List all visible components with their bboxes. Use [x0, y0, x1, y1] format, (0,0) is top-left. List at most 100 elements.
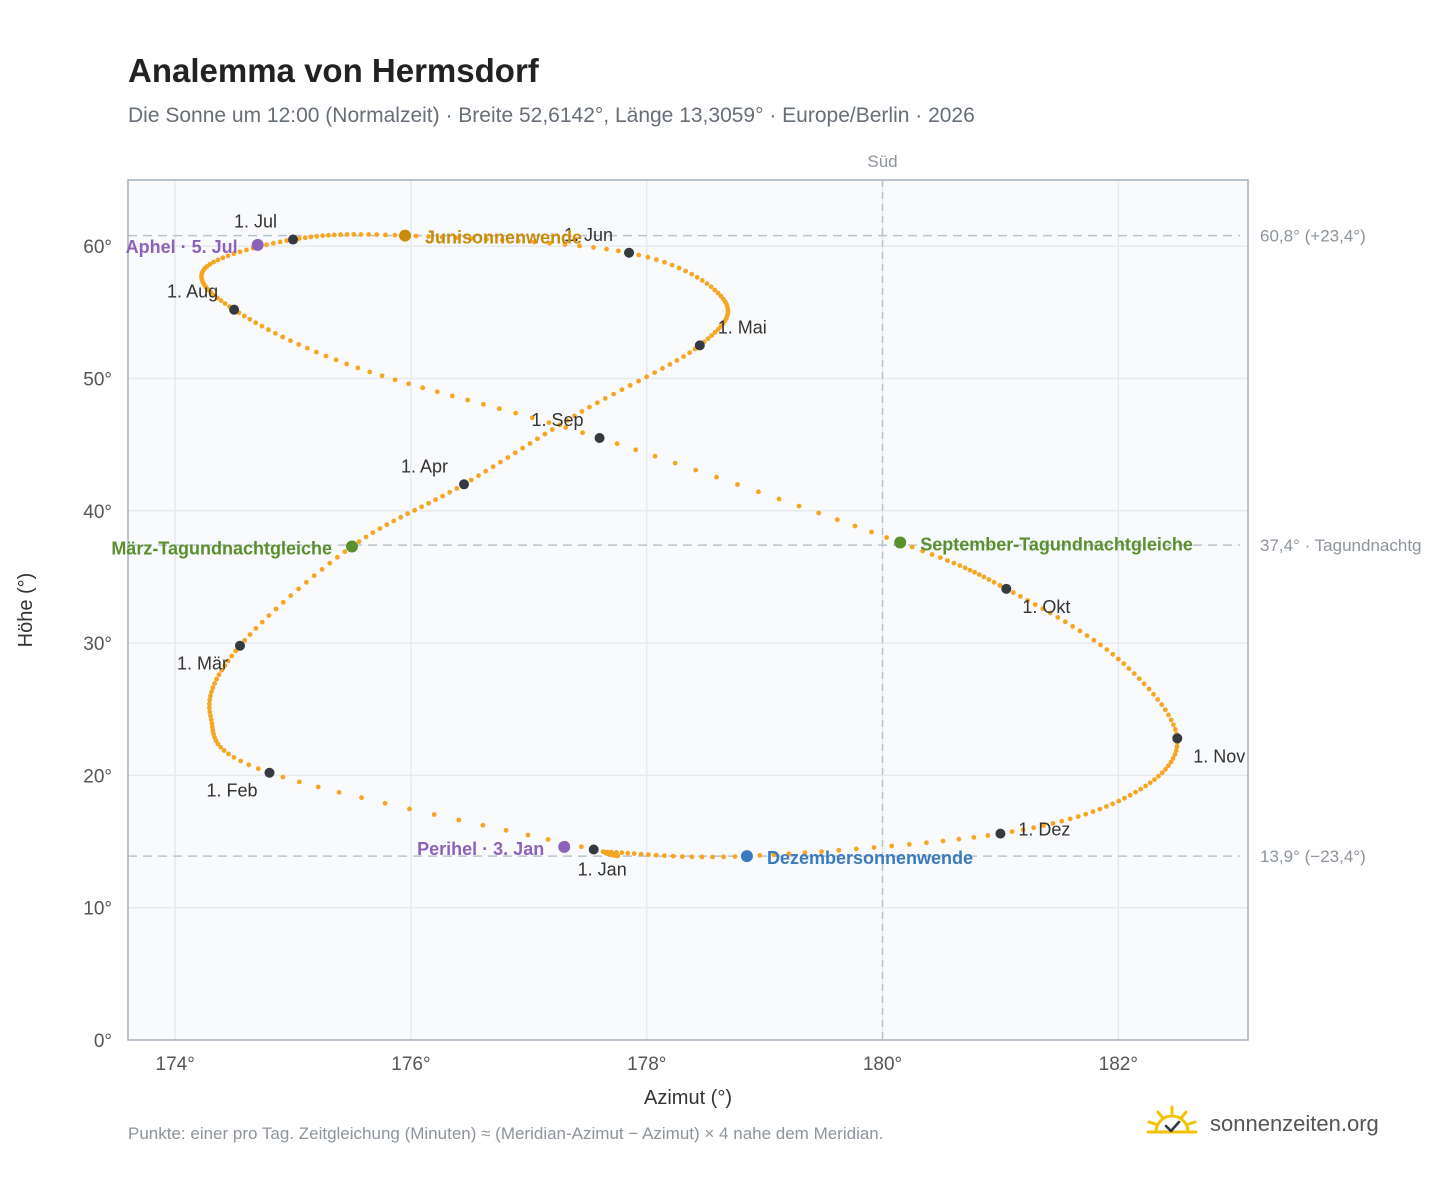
daily-sun-position	[616, 248, 621, 254]
daily-sun-position	[214, 295, 220, 301]
daily-sun-position	[242, 637, 248, 643]
daily-sun-position	[498, 459, 503, 465]
daily-sun-position	[557, 422, 563, 428]
daily-sun-position	[253, 320, 259, 326]
month-label: 1. Dez	[1018, 820, 1070, 840]
daily-sun-position	[304, 579, 309, 585]
daily-sun-position	[212, 681, 218, 686]
daily-sun-position	[233, 648, 239, 654]
event-label: Perihel · 3. Jan	[417, 839, 544, 859]
daily-sun-position	[384, 522, 390, 528]
daily-sun-position	[652, 453, 658, 459]
reference-label: 60,8° (+23,4°)	[1260, 227, 1366, 246]
month-label: 1. Sep	[532, 410, 584, 430]
daily-sun-position	[600, 849, 606, 855]
daily-sun-position	[627, 383, 633, 388]
daily-sun-position	[962, 565, 968, 571]
daily-sun-position	[646, 852, 651, 858]
month-marker	[459, 479, 469, 490]
daily-sun-position	[587, 404, 592, 410]
y-tick-label: 60°	[83, 237, 112, 258]
daily-sun-position	[207, 709, 213, 715]
daily-sun-position	[771, 852, 777, 858]
sun-check-icon	[1146, 1105, 1198, 1134]
daily-sun-position	[1138, 786, 1144, 792]
daily-sun-position	[1062, 619, 1068, 625]
daily-sun-position	[344, 232, 350, 237]
daily-sun-position	[636, 252, 642, 258]
daily-sun-position	[757, 853, 763, 858]
brand[interactable]: sonnenzeiten.org	[1144, 1104, 1379, 1144]
daily-sun-position	[924, 840, 929, 846]
month-label: 1. Aug	[167, 282, 218, 302]
daily-sun-position	[672, 460, 678, 466]
daily-sun-position	[871, 845, 877, 850]
daily-sun-position	[319, 567, 325, 572]
month-marker	[995, 828, 1006, 839]
daily-sun-position	[1104, 647, 1110, 652]
daily-sun-position	[636, 378, 641, 384]
daily-sun-position	[208, 693, 213, 699]
daily-sun-position	[229, 653, 235, 659]
daily-sun-position	[505, 455, 511, 460]
daily-sun-position	[209, 721, 215, 726]
month-label: 1. Nov	[1193, 746, 1245, 766]
daily-sun-position	[699, 278, 705, 283]
daily-sun-position	[434, 389, 440, 395]
daily-sun-position	[579, 409, 585, 414]
daily-sun-position	[264, 242, 269, 248]
daily-sun-position	[420, 385, 426, 391]
daily-sun-position	[273, 330, 278, 336]
event-marker	[399, 229, 412, 242]
daily-sun-position	[231, 251, 237, 257]
daily-sun-position	[956, 836, 962, 842]
daily-sun-position	[834, 517, 840, 523]
daily-sun-position	[327, 560, 333, 566]
daily-sun-position	[1133, 789, 1138, 795]
daily-sun-position	[1168, 759, 1174, 765]
daily-sun-position	[398, 514, 404, 520]
daily-sun-position	[604, 246, 609, 252]
daily-sun-position	[836, 847, 842, 853]
daily-sun-position	[972, 569, 977, 575]
daily-sun-position	[1170, 756, 1176, 761]
daily-sun-position	[1059, 818, 1065, 824]
daily-sun-position	[1122, 795, 1127, 801]
daily-sun-position	[280, 774, 286, 780]
daily-sun-position	[218, 298, 224, 304]
daily-sun-position	[237, 249, 243, 255]
daily-sun-position	[391, 518, 397, 524]
daily-sun-position	[1136, 676, 1142, 682]
daily-sun-position	[909, 544, 915, 550]
daily-sun-position	[207, 701, 212, 707]
daily-sun-position	[633, 447, 639, 453]
daily-sun-position	[1083, 811, 1089, 817]
daily-sun-position	[431, 812, 437, 817]
y-axis-label: Höhe (°)	[15, 573, 37, 648]
plot-frame	[127, 179, 1249, 1041]
daily-sun-position	[525, 832, 531, 838]
daily-sun-position	[367, 369, 373, 375]
daily-sun-position	[527, 441, 533, 446]
daily-sun-position	[1025, 598, 1031, 603]
daily-sun-position	[1010, 590, 1016, 595]
daily-sun-position	[674, 358, 680, 363]
daily-sun-position	[336, 789, 342, 795]
daily-sun-position	[991, 579, 997, 585]
daily-sun-position	[580, 430, 585, 436]
month-marker	[235, 640, 245, 651]
daily-sun-position	[207, 705, 212, 711]
daily-sun-position	[547, 240, 552, 246]
daily-sun-position	[308, 234, 314, 240]
footnote: Punkte: einer pro Tag. Zeitgleichung (Mi…	[128, 1124, 884, 1143]
daily-sun-position	[407, 806, 412, 812]
y-tick-label: 20°	[83, 766, 112, 787]
daily-sun-position	[314, 349, 319, 355]
y-tick-label: 10°	[83, 899, 112, 920]
month-marker	[694, 340, 705, 351]
daily-sun-position	[653, 852, 659, 858]
daily-sun-position	[465, 397, 471, 403]
daily-sun-position	[1091, 637, 1097, 643]
reference-labels: 60,8° (+23,4°) 37,4° · Tagundnachtg 13,9° …	[1260, 227, 1422, 867]
daily-sun-position	[1055, 615, 1061, 620]
